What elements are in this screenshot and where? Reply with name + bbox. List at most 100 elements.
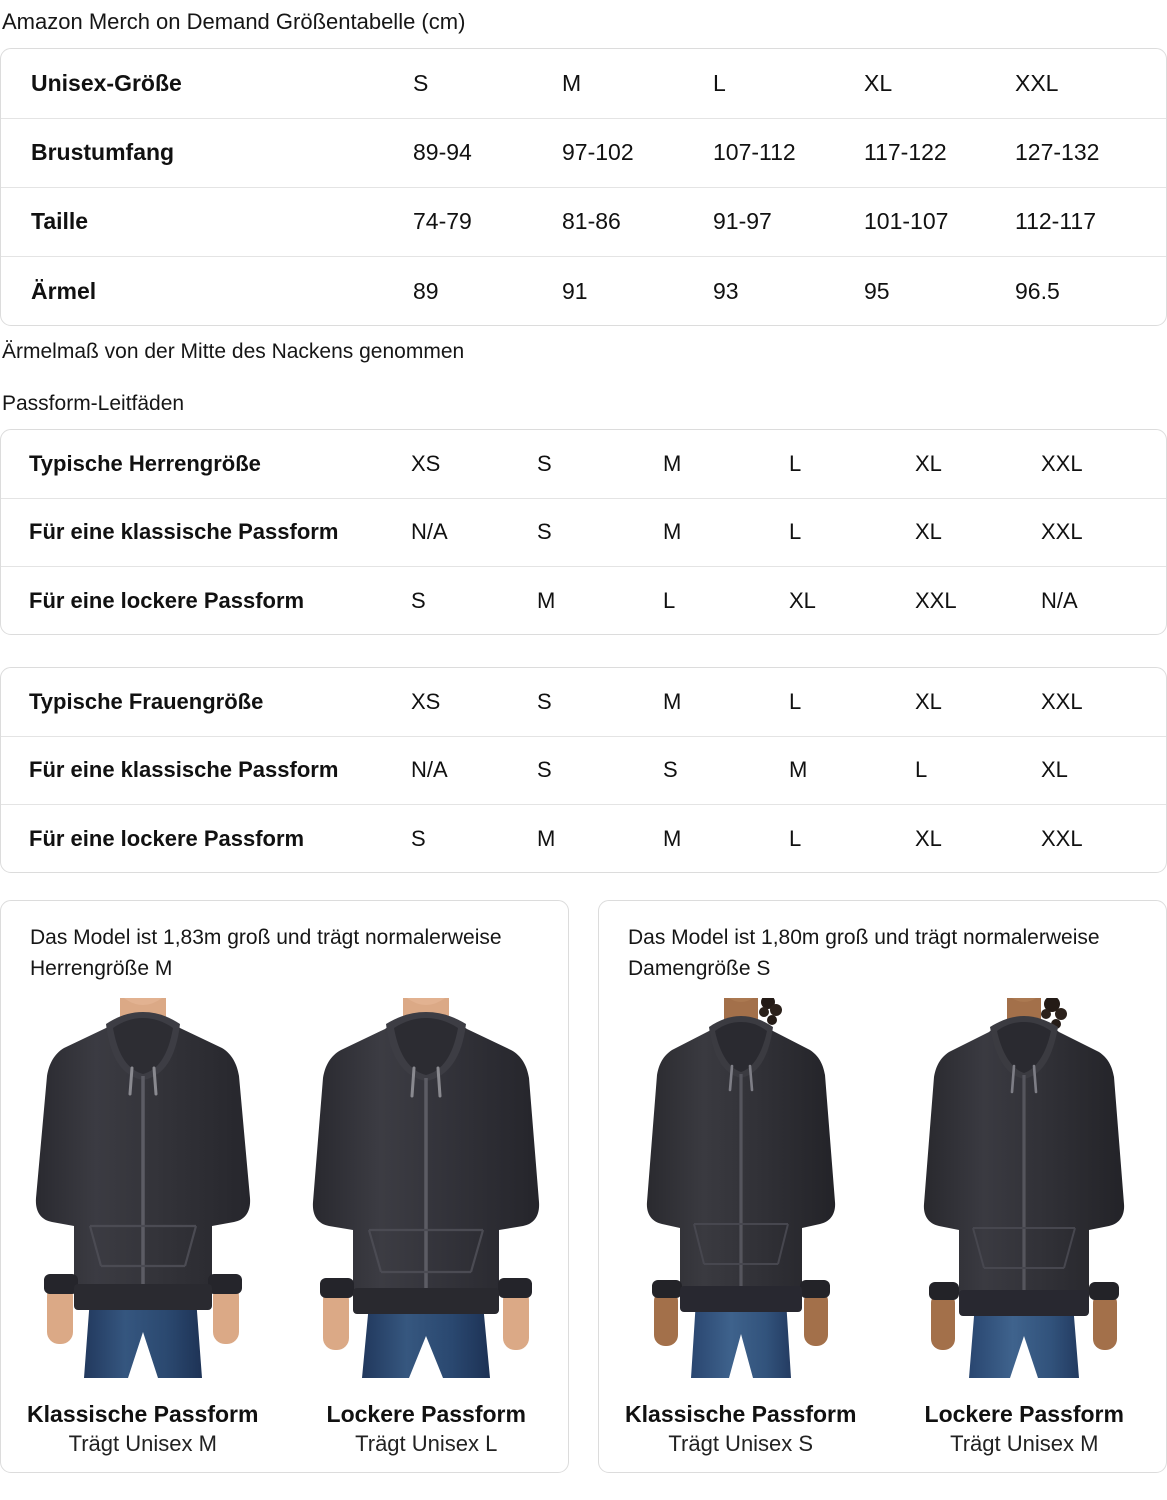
cell: N/A [411,497,537,567]
womens-model-headline: Das Model ist 1,80m groß und trägt norma… [628,926,1100,980]
cell: 89-94 [411,117,562,188]
womens-figures [599,998,1167,1379]
cell: 74-79 [411,186,562,257]
male-hoodie-illustration [35,998,250,1379]
cell: L [915,735,1041,805]
cell: M [663,497,789,567]
cell: L [789,689,802,715]
cell: 97-102 [562,117,713,188]
cell: XS [411,451,441,477]
caption-subtitle: Trägt Unisex L [355,1430,498,1456]
table-row: Taille 74-79 81-86 91-97 101-107 112-117 [1,186,1166,257]
row-label: Für eine klassische Passform [1,735,411,805]
row-label: Für eine klassische Passform [1,497,411,567]
cell: L [789,497,915,567]
size-table-card: Unisex-Größe S M L XL XXL Brustumfang 89… [0,48,1167,327]
mens-model-panel: Das Model ist 1,83m groß und trägt norma… [0,900,569,1474]
caption-title: Klassische Passform [27,1400,259,1427]
table-row: Für eine lockere Passform S M L XL XXL N… [1,565,1166,635]
cell: XL [1041,735,1166,805]
model-figure-male-classic [1,998,285,1379]
row-label: Typische Frauengröße [29,689,264,715]
table-row: Unisex-Größe S M L XL XXL [1,49,1166,118]
cell: XXL [915,565,1041,635]
cell: M [663,689,682,715]
row-label: Typische Herrengröße [29,451,261,477]
mens-model-headline: Das Model ist 1,83m groß und trägt norma… [30,926,502,980]
cell: 127-132 [1015,117,1166,188]
cell: L [789,803,915,873]
caption-subtitle: Trägt Unisex M [950,1430,1099,1456]
cell: 81-86 [562,186,713,257]
cell: XXL [1041,497,1166,567]
cell: S [537,451,552,477]
cell: S [413,70,429,97]
cell: XS [411,689,441,715]
page-title: Amazon Merch on Demand Größentabelle (cm… [2,9,466,34]
cell: 117-122 [864,117,1015,188]
mens-fit-card: Typische Herrengröße XS S M L XL XXL Für… [0,429,1167,636]
table-row: Für eine lockere Passform S M M L XL XXL [1,803,1166,873]
row-label: Taille [1,186,411,257]
cell: S [411,803,537,873]
cell: 107-112 [713,117,864,188]
cell: XL [915,689,942,715]
cell: 101-107 [864,186,1015,257]
cell: XXL [1041,451,1083,477]
mens-captions: Klassische Passform Trägt Unisex M Locke… [1,1400,568,1458]
model-figure-female-relaxed [883,998,1167,1379]
model-panels: Das Model ist 1,83m groß und trägt norma… [0,900,1167,1474]
caption-male-classic: Klassische Passform Trägt Unisex M [1,1400,285,1458]
cell: S [537,497,663,567]
row-label: Unisex-Größe [31,70,182,97]
caption-subtitle: Trägt Unisex M [68,1430,217,1456]
cell: XL [915,803,1041,873]
table-row: Brustumfang 89-94 97-102 107-112 117-122… [1,117,1166,188]
cell: L [663,565,789,635]
model-figure-female-classic [599,998,883,1379]
cell: 91 [562,255,713,326]
caption-subtitle: Trägt Unisex S [668,1430,814,1456]
womens-fit-card: Typische Frauengröße XS S M L XL XXL Für… [0,667,1167,874]
male-hoodie-illustration [313,998,540,1379]
cell: M [663,803,789,873]
cell: XXL [1015,70,1059,97]
cell: N/A [1041,565,1166,635]
cell: XL [915,451,942,477]
cell: S [411,565,537,635]
cell: 95 [864,255,1015,326]
cell: 93 [713,255,864,326]
caption-title: Klassische Passform [625,1400,857,1427]
mens-fit-table: Typische Herrengröße XS S M L XL XXL Für… [1,430,1166,635]
cell: N/A [411,735,537,805]
female-hoodie-illustration [646,998,835,1379]
cell: 91-97 [713,186,864,257]
cell: L [789,451,802,477]
row-label: Brustumfang [1,117,411,188]
row-label: Für eine lockere Passform [1,565,411,635]
row-label: Für eine lockere Passform [1,803,411,873]
cell: M [562,70,582,97]
womens-model-panel: Das Model ist 1,80m groß und trägt norma… [598,900,1167,1474]
table-row: Für eine klassische Passform N/A S M L X… [1,497,1166,567]
sleeve-note: Ärmelmaß von der Mitte des Nackens genom… [2,340,465,364]
table-row: Für eine klassische Passform N/A S S M L… [1,735,1166,805]
caption-title: Lockere Passform [924,1400,1124,1427]
cell: M [789,735,915,805]
cell: XXL [1041,803,1166,873]
model-figure-male-relaxed [285,998,569,1379]
row-label: Ärmel [1,255,411,326]
table-row: Typische Frauengröße XS S M L XL XXL [1,668,1166,736]
womens-captions: Klassische Passform Trägt Unisex S Locke… [599,1400,1166,1458]
cell: 89 [411,255,562,326]
cell: M [537,803,663,873]
womens-fit-table: Typische Frauengröße XS S M L XL XXL Für… [1,668,1166,873]
cell: XL [864,70,893,97]
fit-guides-heading: Passform-Leitfäden [2,392,185,416]
cell: L [713,70,726,97]
cell: XXL [1041,689,1083,715]
cell: M [663,451,682,477]
caption-title: Lockere Passform [326,1400,526,1427]
cell: S [537,735,663,805]
